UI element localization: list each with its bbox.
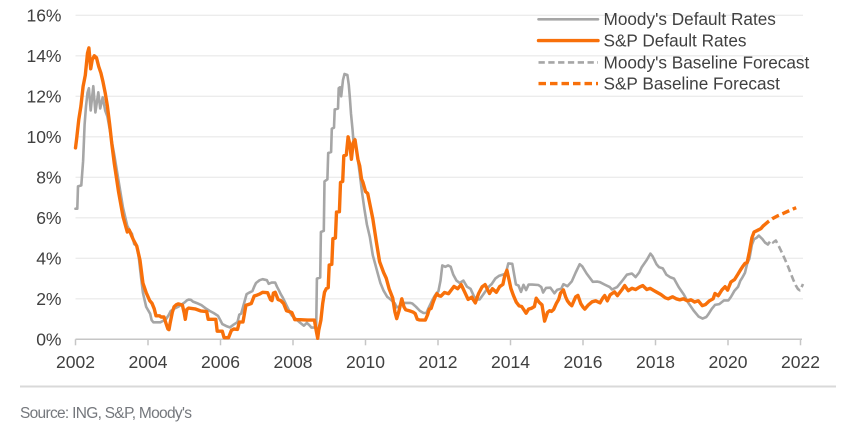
svg-text:2002: 2002 — [56, 352, 95, 372]
svg-text:2016: 2016 — [564, 352, 603, 372]
svg-text:16%: 16% — [26, 5, 61, 25]
svg-text:2012: 2012 — [419, 352, 458, 372]
svg-text:2010: 2010 — [346, 352, 385, 372]
svg-text:Moody's Baseline Forecast: Moody's Baseline Forecast — [604, 52, 810, 72]
svg-text:S&P Baseline Forecast: S&P Baseline Forecast — [604, 74, 781, 94]
svg-text:S&P Default Rates: S&P Default Rates — [604, 31, 747, 51]
svg-text:2014: 2014 — [491, 352, 530, 372]
svg-text:Moody's Default Rates: Moody's Default Rates — [604, 9, 776, 29]
svg-text:2008: 2008 — [274, 352, 313, 372]
svg-text:0%: 0% — [36, 329, 61, 349]
svg-text:4%: 4% — [36, 248, 61, 268]
svg-text:2022: 2022 — [781, 352, 820, 372]
svg-text:2006: 2006 — [201, 352, 240, 372]
svg-text:10%: 10% — [26, 127, 61, 147]
svg-text:2004: 2004 — [129, 352, 168, 372]
svg-text:12%: 12% — [26, 86, 61, 106]
svg-text:14%: 14% — [26, 46, 61, 66]
svg-text:8%: 8% — [36, 167, 61, 187]
svg-text:2018: 2018 — [636, 352, 675, 372]
svg-text:2020: 2020 — [709, 352, 748, 372]
svg-text:2%: 2% — [36, 289, 61, 309]
svg-text:Source: ING, S&P, Moody's: Source: ING, S&P, Moody's — [20, 405, 192, 422]
svg-text:6%: 6% — [36, 208, 61, 228]
